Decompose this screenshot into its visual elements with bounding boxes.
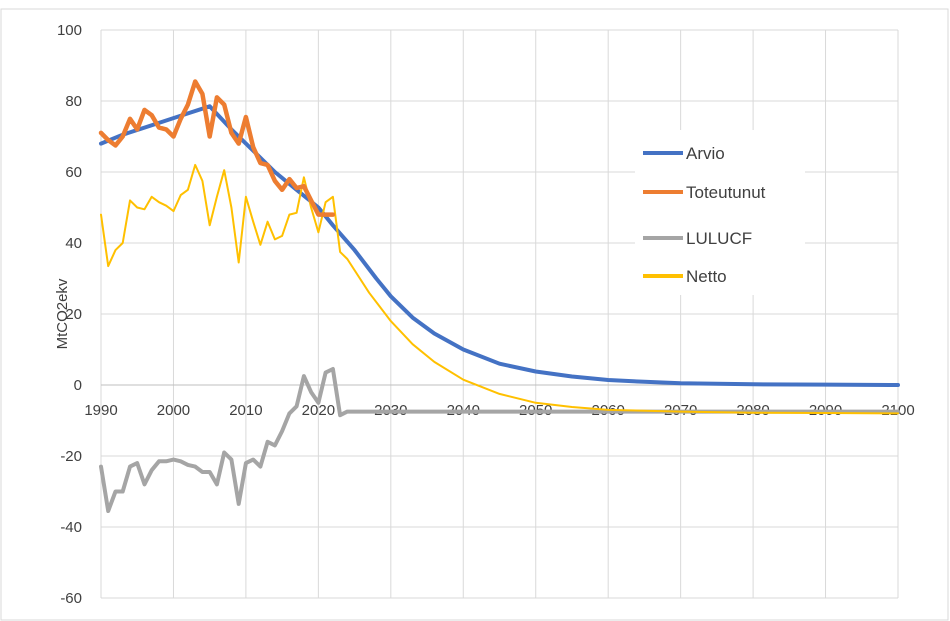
x-tick-label: 1990 <box>84 402 117 419</box>
legend-label-lulucf: LULUCF <box>686 229 752 248</box>
y-tick-label: 20 <box>65 306 82 323</box>
y-tick-label: 0 <box>74 377 82 394</box>
y-axis-title: MtCO2ekv <box>54 278 71 349</box>
y-tick-label: 60 <box>65 164 82 181</box>
series-lines <box>98 79 900 513</box>
y-tick-label: 40 <box>65 235 82 252</box>
legend-label-toteutunut: Toteutunut <box>686 183 766 202</box>
legend-label-arvio: Arvio <box>686 144 725 163</box>
legend-label-netto: Netto <box>686 267 727 286</box>
legend: Arvio Toteutunut LULUCF Netto <box>635 130 805 295</box>
y-tick-label: -20 <box>60 448 82 465</box>
y-tick-label: -40 <box>60 519 82 536</box>
legend-background <box>635 130 805 295</box>
y-tick-label: 80 <box>65 93 82 110</box>
x-tick-label: 2000 <box>157 402 190 419</box>
x-tick-label: 2010 <box>229 402 262 419</box>
y-tick-label: 100 <box>57 22 82 39</box>
series-line-toteutunut <box>98 79 336 217</box>
y-axis: -60 -40 -20 0 20 40 60 80 100 <box>57 22 82 607</box>
series-line-arvio <box>99 104 900 387</box>
x-tick-label: 2020 <box>302 402 335 419</box>
series-line-lulucf <box>99 367 900 513</box>
series-line-netto <box>100 163 899 415</box>
y-tick-label: -60 <box>60 590 82 607</box>
